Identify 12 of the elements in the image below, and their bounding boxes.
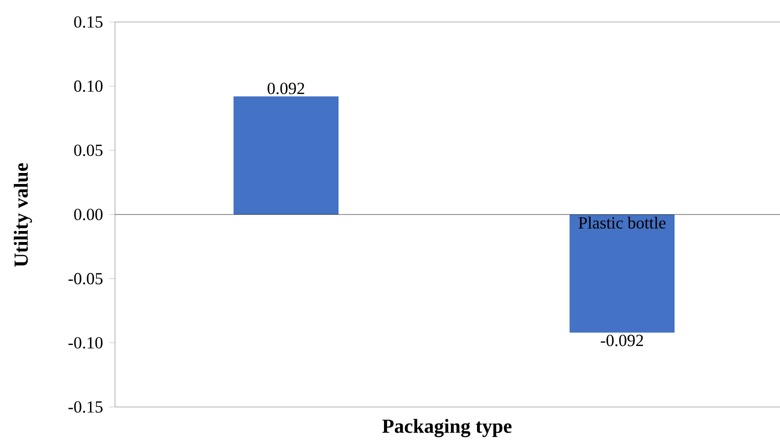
x-axis-title: Packaging type — [382, 418, 512, 438]
y-axis-title: Utility value — [14, 163, 32, 267]
y-tick-label: 0.10 — [74, 80, 103, 92]
y-tick-label: -0.15 — [68, 401, 102, 413]
y-tick-label: -0.05 — [68, 272, 102, 284]
y-tick-label: 0.00 — [74, 208, 103, 220]
data-label: 0.092 — [268, 82, 304, 94]
y-tick-label: -0.10 — [68, 337, 103, 349]
data-label: -0.092 — [600, 334, 644, 346]
y-tick-label: 0.05 — [74, 144, 102, 156]
x-tick-label: Plastic bottle — [578, 216, 666, 229]
y-tick-label: 0.15 — [74, 16, 102, 28]
